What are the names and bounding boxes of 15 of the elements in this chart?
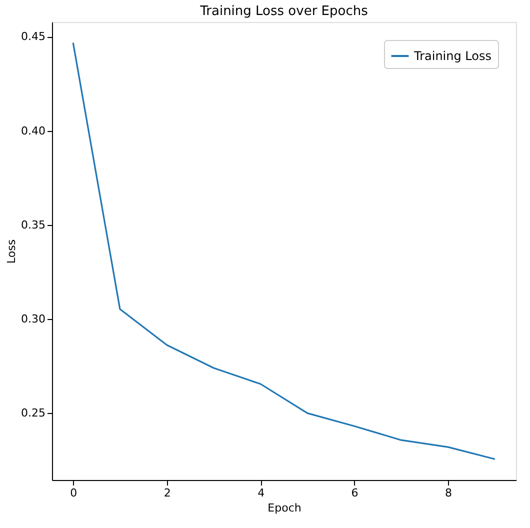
x-tick-label: 8	[445, 486, 452, 500]
line-series	[72, 42, 496, 460]
x-tick-label: 0	[70, 486, 78, 500]
legend-label: Training Loss	[413, 49, 492, 63]
y-tick-label: 0.30	[21, 312, 46, 326]
y-tick-label: 0.45	[21, 30, 46, 44]
y-tick-label: 0.40	[21, 124, 46, 138]
x-tick-label: 4	[258, 486, 265, 500]
x-tick-label: 6	[351, 486, 358, 500]
x-tick-label: 2	[164, 486, 171, 500]
chart-title: Training Loss over Epochs	[199, 4, 368, 19]
y-tick-label: 0.25	[21, 406, 46, 420]
x-axis-title: Epoch	[268, 502, 302, 514]
y-axis-title: Loss	[5, 239, 18, 264]
y-tick-label: 0.35	[21, 218, 46, 232]
